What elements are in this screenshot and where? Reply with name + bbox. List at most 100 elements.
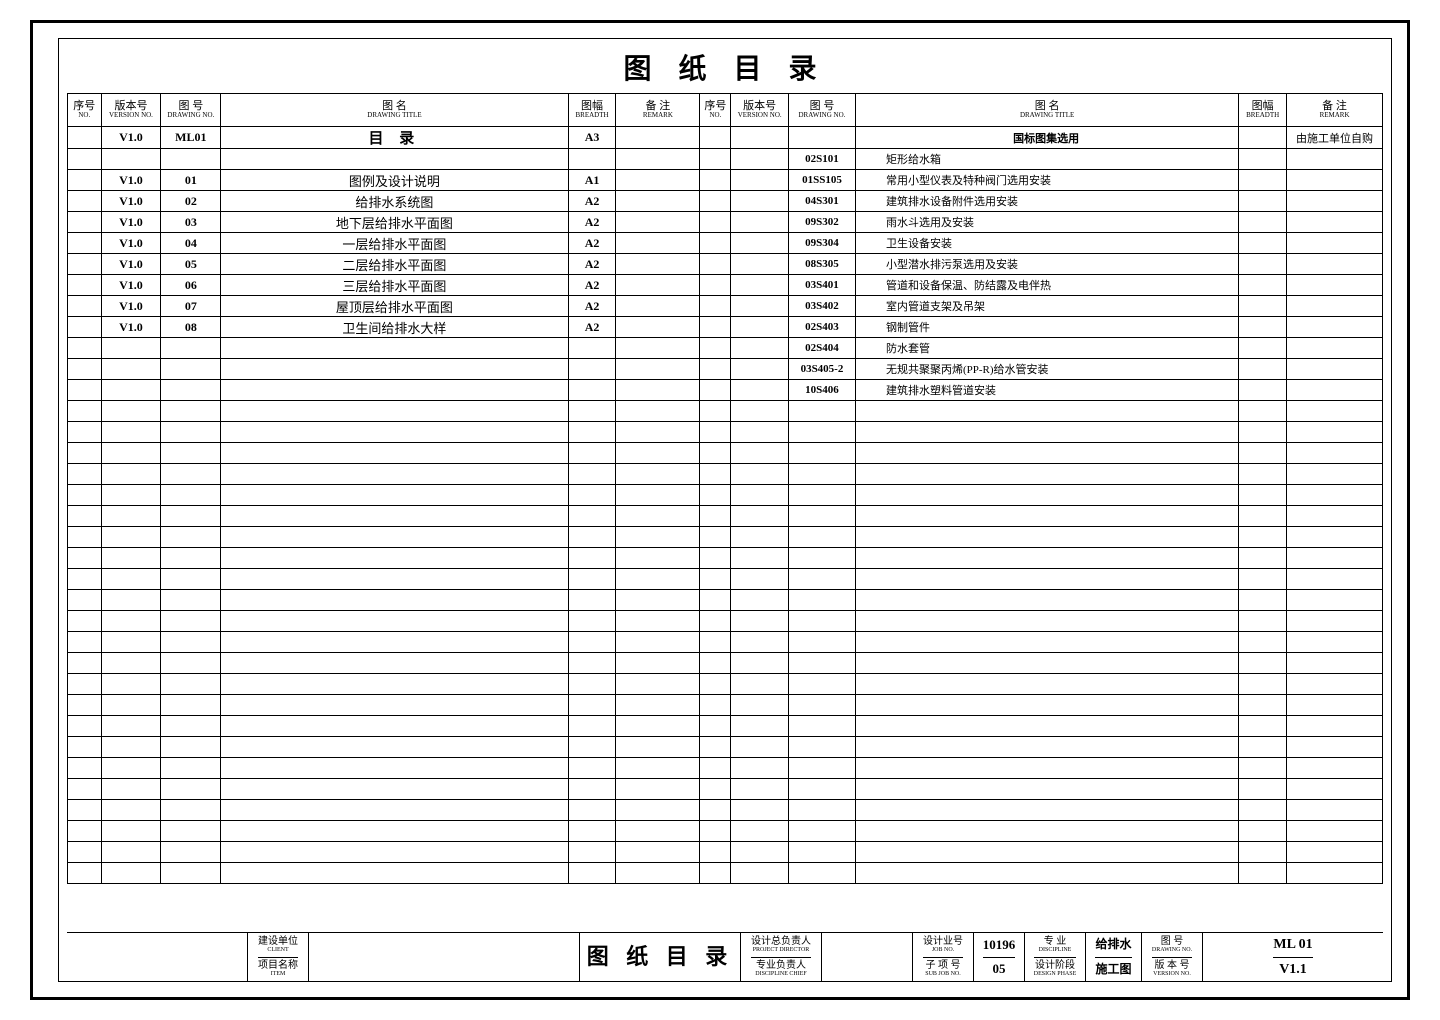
cell (1287, 716, 1383, 737)
cell (855, 422, 1238, 443)
cell (616, 464, 700, 485)
cell (788, 674, 855, 695)
cell (221, 779, 568, 800)
cell (1287, 338, 1383, 359)
cell (855, 758, 1238, 779)
cell (68, 590, 102, 611)
cell (161, 149, 221, 170)
cell (616, 653, 700, 674)
cell (616, 212, 700, 233)
cell (616, 800, 700, 821)
cell (568, 380, 616, 401)
proj-dir-label: 设计总负责人PROJECT DIRECTOR (751, 936, 811, 954)
cell (68, 191, 102, 212)
cell (68, 527, 102, 548)
cell (568, 485, 616, 506)
cell: 02S404 (788, 338, 855, 359)
cell (221, 590, 568, 611)
cell (1239, 632, 1287, 653)
cell (101, 758, 161, 779)
cell (731, 611, 788, 632)
cell (855, 842, 1238, 863)
cell (68, 611, 102, 632)
cell (68, 233, 102, 254)
cell (1239, 191, 1287, 212)
cell: 04S301 (788, 191, 855, 212)
cell (855, 695, 1238, 716)
cell (700, 569, 731, 590)
cell: 08 (161, 317, 221, 338)
cell (1239, 127, 1287, 149)
cell (731, 590, 788, 611)
cell: V1.0 (101, 317, 161, 338)
cell (855, 611, 1238, 632)
cell (700, 758, 731, 779)
cell (616, 149, 700, 170)
cell (616, 317, 700, 338)
cell (161, 569, 221, 590)
cell (221, 548, 568, 569)
cell (1239, 275, 1287, 296)
cell: 08S305 (788, 254, 855, 275)
discipline-value: 给排水 (1095, 933, 1131, 958)
table-row (68, 863, 1383, 884)
cell (221, 485, 568, 506)
cell (1239, 296, 1287, 317)
table-row: 03S405-2无规共聚聚丙烯(PP-R)给水管安装 (68, 359, 1383, 380)
cell (700, 695, 731, 716)
cell: A2 (568, 254, 616, 275)
cell (1287, 506, 1383, 527)
cell (1239, 506, 1287, 527)
cell (1239, 569, 1287, 590)
cell (568, 422, 616, 443)
cell (68, 254, 102, 275)
cell (616, 821, 700, 842)
cell (221, 842, 568, 863)
cell (161, 737, 221, 758)
cell (161, 842, 221, 863)
cell: 05 (161, 254, 221, 275)
cell (855, 569, 1238, 590)
cell (1239, 779, 1287, 800)
outer-frame: 图 纸 目 录 序号NO. 版本号VERSION NO. 图 号DRAWING … (30, 20, 1410, 1000)
cell (1287, 254, 1383, 275)
cell (221, 569, 568, 590)
cell (616, 590, 700, 611)
cell (1287, 590, 1383, 611)
cell (221, 821, 568, 842)
cell (101, 674, 161, 695)
cell (731, 842, 788, 863)
cell: 03S401 (788, 275, 855, 296)
cell (700, 149, 731, 170)
table-row: V1.002给排水系统图A204S301建筑排水设备附件选用安装 (68, 191, 1383, 212)
cell: 一层给排水平面图 (221, 233, 568, 254)
cell (68, 443, 102, 464)
cell: A1 (568, 170, 616, 191)
cell (731, 674, 788, 695)
cell: 02S101 (788, 149, 855, 170)
cell (68, 548, 102, 569)
cell (731, 422, 788, 443)
cell (788, 401, 855, 422)
cell (700, 590, 731, 611)
table-row (68, 653, 1383, 674)
cell: 01SS105 (788, 170, 855, 191)
cell (161, 590, 221, 611)
cell (161, 338, 221, 359)
hdr-version: 版本号VERSION NO. (101, 94, 161, 127)
cell (1239, 401, 1287, 422)
table-row (68, 422, 1383, 443)
cell (101, 548, 161, 569)
cell (101, 443, 161, 464)
cell: V1.0 (101, 296, 161, 317)
table-row: V1.007屋顶层给排水平面图A203S402室内管道支架及吊架 (68, 296, 1383, 317)
table-row: V1.008卫生间给排水大样A202S403钢制管件 (68, 317, 1383, 338)
table-row (68, 506, 1383, 527)
cell (731, 653, 788, 674)
cell: 二层给排水平面图 (221, 254, 568, 275)
cell (788, 422, 855, 443)
cell (700, 527, 731, 548)
cell (161, 611, 221, 632)
cell: 图例及设计说明 (221, 170, 568, 191)
cell: 小型潜水排污泵选用及安装 (855, 254, 1238, 275)
